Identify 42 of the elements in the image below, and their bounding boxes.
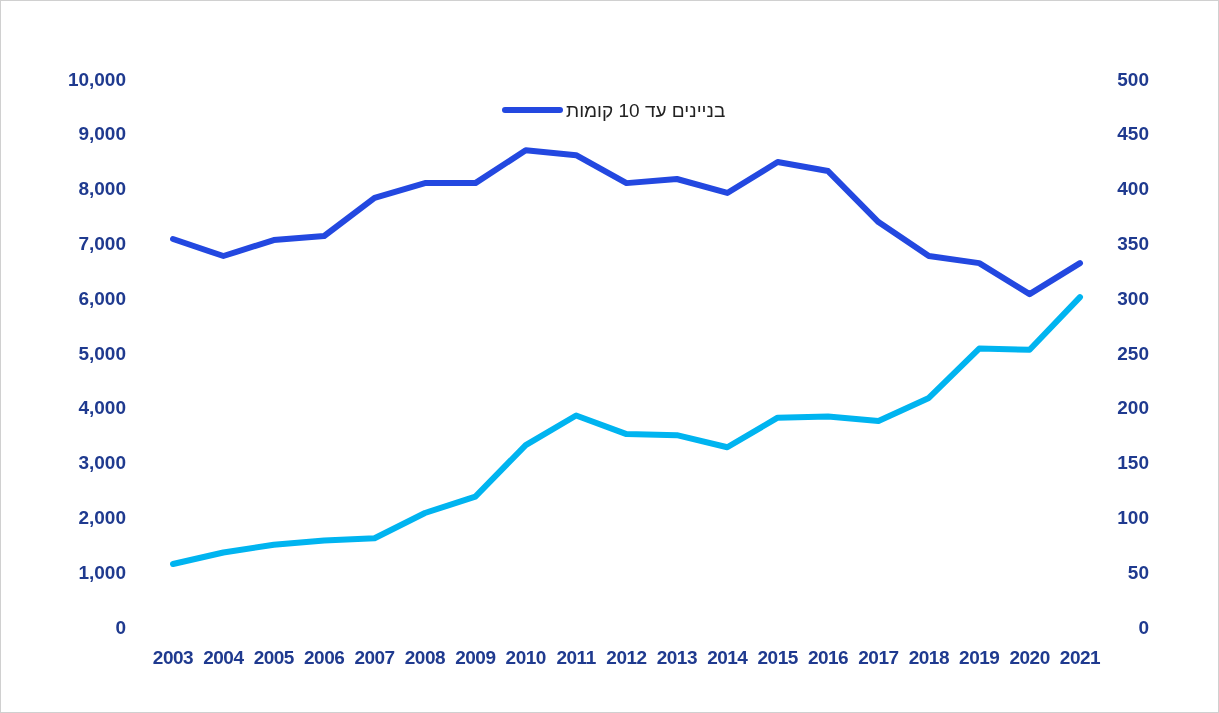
x-tick-label: 2021 (1059, 647, 1102, 668)
y-tick-label: 1,000 (78, 561, 126, 583)
x-tick-label: 2014 (707, 647, 749, 668)
x-tick-label: 2015 (757, 647, 799, 668)
y-tick-label: 8,000 (78, 178, 126, 200)
y-tick-label: 9,000 (78, 123, 126, 145)
x-tick-label: 2005 (253, 647, 295, 668)
y2-tick-label: 100 (1117, 507, 1149, 529)
legend-label: בניינים עד 10 קומות (566, 99, 726, 121)
y-tick-label: 4,000 (78, 397, 126, 419)
x-tick-label: 2010 (505, 647, 546, 668)
x-tick-label: 2017 (858, 647, 899, 668)
y2-tick-label: 300 (1117, 287, 1149, 309)
y2-tick-label: 350 (1117, 233, 1149, 255)
x-tick-label: 2020 (1009, 647, 1050, 668)
x-tick-label: 2008 (404, 647, 446, 668)
y2-tick-label: 0 (1138, 616, 1149, 638)
y-tick-label: 7,000 (78, 233, 126, 255)
y-tick-label: 2,000 (78, 507, 126, 529)
x-tick-label: 2013 (656, 647, 698, 668)
x-tick-label: 2018 (908, 647, 949, 668)
x-tick-label: 2004 (203, 647, 245, 668)
y-tick-label: 10,000 (67, 68, 126, 90)
y-tick-label: 3,000 (78, 452, 126, 474)
x-tick-label: 2009 (455, 647, 496, 668)
x-tick-label: 2006 (304, 647, 345, 668)
x-tick-label: 2003 (152, 647, 194, 668)
x-tick-label: 2007 (354, 647, 395, 668)
y2-tick-label: 450 (1117, 123, 1149, 145)
x-tick-label: 2012 (606, 647, 647, 668)
x-tick-label: 2011 (556, 647, 597, 668)
y2-tick-label: 250 (1117, 342, 1149, 364)
y2-tick-label: 50 (1127, 561, 1149, 583)
x-tick-label: 2016 (807, 647, 849, 668)
x-tick-label: 2019 (959, 647, 1000, 668)
y2-tick-label: 400 (1117, 178, 1149, 200)
y-tick-label: 5,000 (78, 342, 126, 364)
y-tick-label: 0 (115, 616, 126, 638)
y-tick-label: 6,000 (78, 287, 126, 309)
y2-tick-label: 200 (1117, 397, 1149, 419)
y2-tick-label: 500 (1117, 68, 1149, 90)
y2-tick-label: 150 (1117, 452, 1149, 474)
